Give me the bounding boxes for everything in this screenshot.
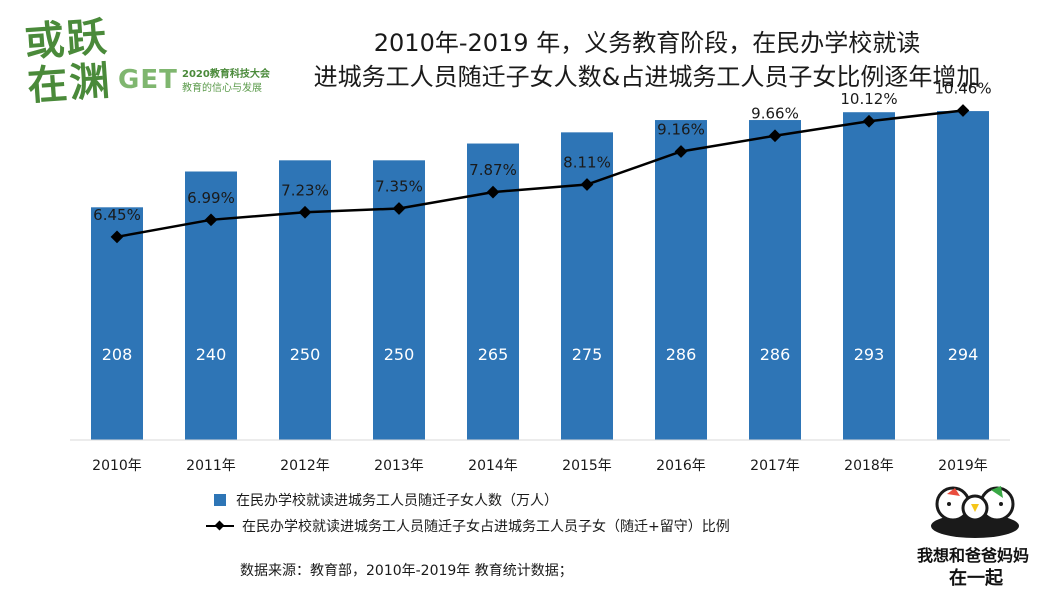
bar-value-label: 265 [478,345,509,364]
x-tick-label: 2017年 [750,458,800,474]
chart-title-line1: 2010年-2019 年，义务教育阶段，在民办学校就读 [373,29,921,57]
ratio-value-label: 8.11% [563,154,611,172]
bar-value-label: 208 [102,345,133,364]
x-tick-label: 2016年 [656,458,706,474]
x-tick-label: 2011年 [186,458,236,474]
bar-value-label: 294 [948,345,979,364]
ratio-value-label: 10.46% [934,80,991,98]
logo-conference-name: 2020教育科技大会 [182,69,270,80]
bar [937,111,989,441]
bar-value-label: 293 [854,345,885,364]
logo-brand: GET [118,65,178,95]
legend-line-label: 在民办学校就读进城务工人员随迁子女占进城务工人员子女（随迁+留守）比例 [242,519,730,535]
legend-item-bar: 在民办学校就读进城务工人员随迁子女人数（万人） [214,487,730,513]
ratio-point-marker [298,205,312,219]
legend-item-line: 在民办学校就读进城务工人员随迁子女占进城务工人员子女（随迁+留守）比例 [206,513,730,539]
ratio-series-line [116,109,964,239]
x-tick-label: 2010年 [92,458,142,474]
logo-right-line2: 在一起 [949,568,1003,589]
x-tick-label: 2014年 [468,458,518,474]
ratio-value-label: 6.45% [93,206,141,224]
logo-right-line1: 我想和爸爸妈妈 [917,546,1030,565]
ratio-point-marker [486,185,500,199]
legend-line-swatch [206,520,234,532]
ratio-value-label: 7.23% [281,181,329,199]
legend-bar-label: 在民办学校就读进城务工人员随迁子女人数（万人） [236,493,558,509]
ratio-point-marker [392,202,406,215]
data-source-note: 数据来源：教育部，2010年-2019年 教育统计数据； [240,563,573,579]
campaign-logo: 我想和爸爸妈妈 在一起 [905,478,1045,589]
ratio-value-label: 10.12% [840,90,897,108]
bar [655,120,707,440]
ratio-point-marker [110,230,124,244]
x-tick-label: 2012年 [280,458,330,474]
chart-legend: 在民办学校就读进城务工人员随迁子女人数（万人） 在民办学校就读进城务工人员随迁子… [206,487,730,539]
bar [279,160,331,440]
bar [185,171,237,440]
x-tick-label: 2013年 [374,458,424,474]
bar [749,120,801,440]
ratio-value-label: 7.35% [375,177,423,195]
chart-title: 2010年-2019 年，义务教育阶段，在民办学校就读 进城务工人员随迁子女人数… [267,26,1027,94]
bar [843,112,895,441]
bar-value-label: 250 [290,345,321,364]
bar-value-label: 286 [760,345,791,364]
bar-value-label: 275 [572,345,603,364]
bar [91,207,143,440]
x-tick-label: 2019年 [938,458,988,474]
bar-value-label: 250 [384,345,415,364]
bar-value-label: 286 [666,345,697,364]
x-tick-label: 2015年 [562,458,612,474]
conference-logo: 或跃 在渊 GET 2020教育科技大会 教育的信心与发展 [23,13,270,136]
ratio-value-label: 9.16% [657,120,705,138]
ratio-value-label: 9.66% [751,105,799,123]
ratio-point-marker [204,213,218,227]
ratio-value-label: 6.99% [187,189,235,207]
bar-value-label: 240 [196,345,227,364]
ratio-value-label: 7.87% [469,161,517,179]
legend-bar-swatch [214,494,226,506]
bird-nest-icon [931,486,1019,538]
chart-title-line2: 进城务工人员随迁子女人数&占进城务工人员子女比例逐年增加 [313,63,981,91]
logo-slogan: 教育的信心与发展 [182,83,262,94]
x-tick-label: 2018年 [844,458,894,474]
